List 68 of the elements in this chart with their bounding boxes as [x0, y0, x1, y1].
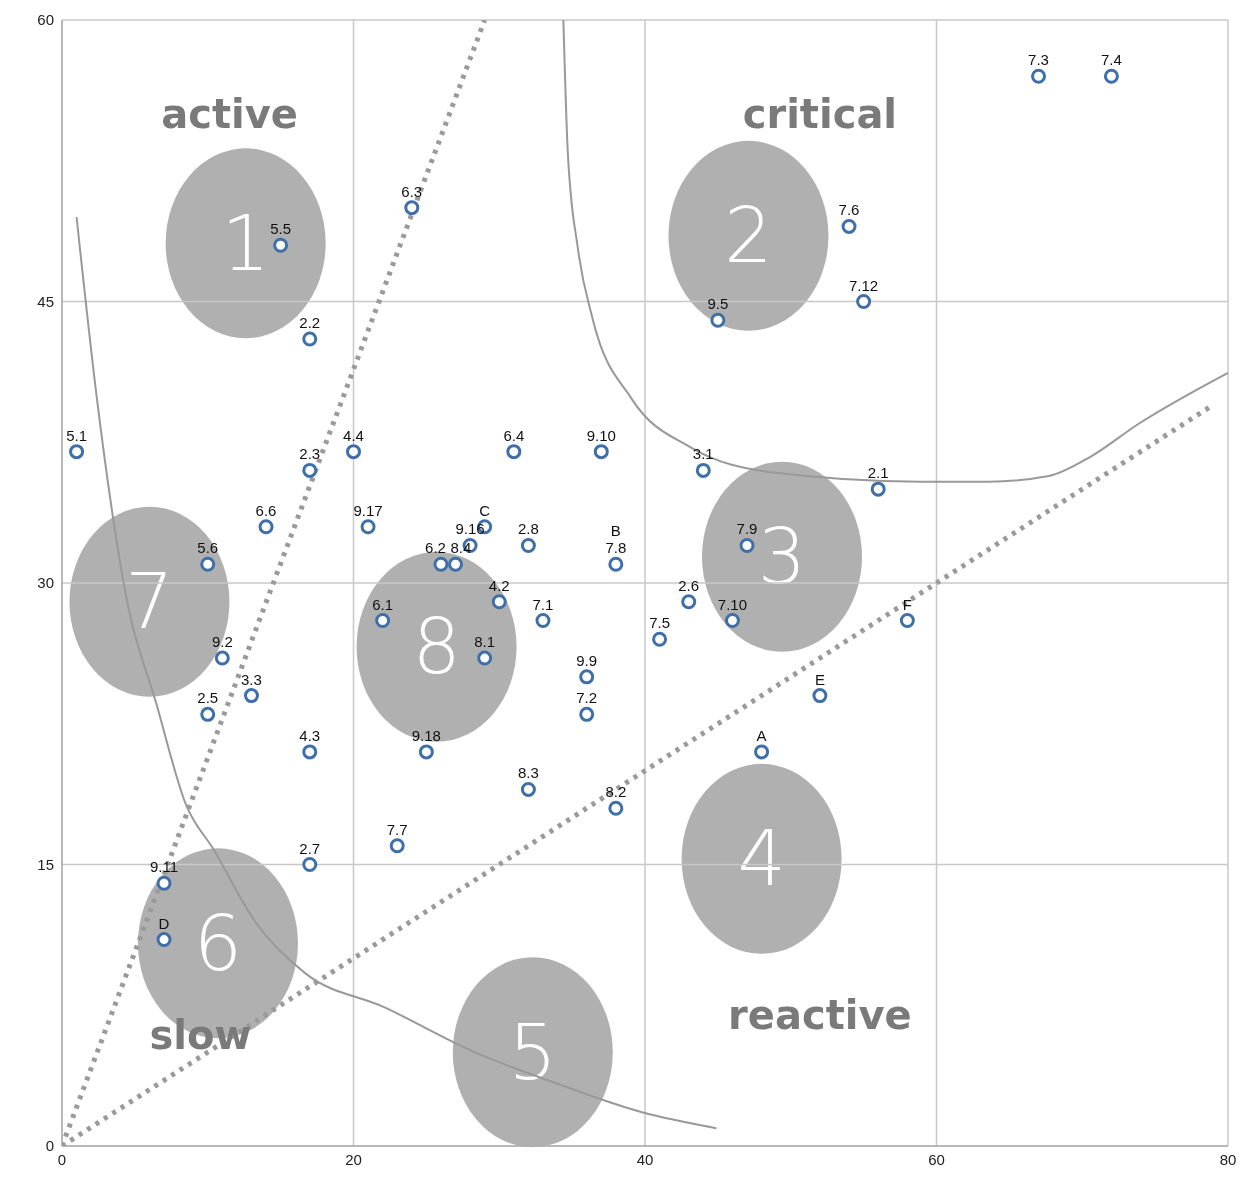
annotation: reactive [728, 991, 912, 1038]
annotation: 6.3 [401, 182, 423, 200]
annotation: 9.17 [353, 501, 383, 519]
annotation: 8.3 [517, 764, 539, 782]
annotation: 7.1 [532, 595, 554, 613]
y-tick-label: 30 [37, 574, 54, 592]
annotation: 6.2 [425, 539, 446, 557]
annotation: 8 [412, 602, 461, 692]
annotation: 7.12 [849, 276, 879, 294]
annotation: 4.4 [343, 426, 364, 444]
annotation: 9.2 [211, 633, 233, 651]
annotation: 5.6 [197, 539, 219, 557]
annotation: 7.9 [736, 520, 758, 538]
annotation: 2.6 [678, 576, 700, 594]
x-tick-label: 80 [1219, 1150, 1237, 1168]
annotation: 4 [737, 814, 786, 904]
annotation: active [161, 90, 298, 137]
annotation: 2.8 [517, 520, 539, 538]
annotation: 9.10 [586, 426, 616, 444]
annotation: 5.5 [270, 220, 292, 238]
annotation: 5.1 [66, 426, 87, 444]
annotation: 8.2 [605, 783, 627, 801]
x-tick-label: 40 [636, 1150, 654, 1168]
annotation: 2.7 [299, 839, 321, 857]
y-tick-label: 45 [37, 292, 54, 310]
x-tick-label: 60 [928, 1150, 945, 1168]
y-tick-label: 0 [45, 1137, 54, 1155]
annotation: critical [742, 90, 898, 137]
annotation: 2.5 [197, 689, 219, 707]
annotation: 1 [221, 198, 270, 288]
annotation: 8.1 [474, 633, 496, 651]
y-tick-label: 60 [37, 11, 54, 29]
annotation: 7.6 [838, 201, 860, 219]
annotation: 3.3 [241, 670, 262, 688]
annotation: 3 [757, 512, 807, 602]
annotation: D [158, 914, 170, 932]
annotation: 7.10 [717, 595, 748, 613]
annotation: F [902, 595, 912, 613]
annotation: 7.2 [576, 689, 598, 707]
x-tick-label: 20 [345, 1150, 362, 1168]
annotation: C [479, 501, 491, 519]
annotation: 6 [193, 898, 243, 988]
annotation: 6.1 [372, 595, 394, 613]
annotation: 2.1 [867, 464, 889, 482]
annotation: 3.1 [692, 445, 714, 463]
annotation: 7.4 [1100, 51, 1122, 69]
annotation: 2.3 [299, 445, 321, 463]
annotation: A [756, 726, 767, 744]
annotation: 7.3 [1028, 51, 1049, 69]
annotation: E [814, 670, 825, 688]
y-tick-label: 15 [37, 855, 54, 873]
annotation: 7.5 [649, 614, 670, 632]
annotation: 9.9 [576, 651, 598, 669]
annotation: 7 [125, 557, 174, 647]
annotation: 5 [508, 1007, 557, 1097]
annotation: 6.6 [255, 501, 277, 519]
annotation: 7.8 [605, 539, 627, 557]
annotation: 2.2 [299, 314, 321, 332]
annotation: 6.4 [503, 426, 525, 444]
annotation: B [610, 522, 621, 540]
annotation: 9.18 [411, 726, 441, 744]
annotation: 9.11 [149, 858, 179, 876]
x-tick-label: 0 [57, 1150, 67, 1168]
annotation: 4.2 [488, 576, 510, 594]
annotation: 4.3 [299, 726, 321, 744]
annotation: 9.5 [707, 295, 729, 313]
annotation: 7.7 [386, 820, 408, 838]
annotation: 2 [724, 191, 773, 281]
